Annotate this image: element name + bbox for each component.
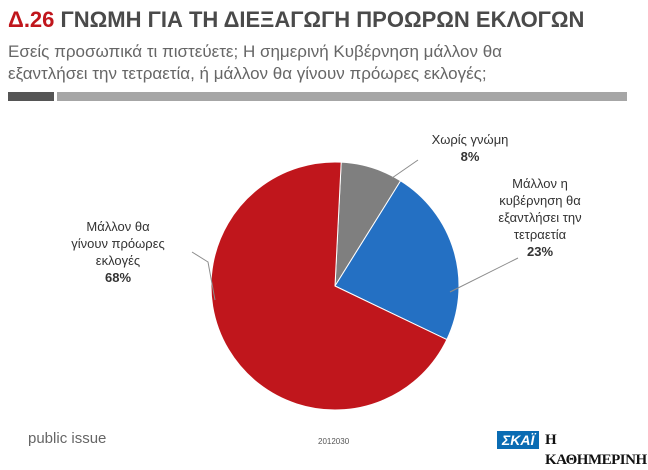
slice-label-government-line-2: κυβέρνηση θα — [499, 193, 581, 208]
title-text: ΓΝΩΜΗ ΓΙΑ ΤΗ ΔΙΕΞΑΓΩΓΗ ΠΡΟΩΡΩΝ ΕΚΛΟΓΩΝ — [60, 7, 585, 32]
slice-label-early-elections: Μάλλον θα γίνουν πρόωρες εκλογές 68% — [48, 218, 188, 286]
slice-label-no-opinion: Χωρίς γνώμη 8% — [410, 131, 530, 165]
subtitle-line-2: εξαντλήσει την τετραετία, ή μάλλον θα γί… — [8, 64, 487, 83]
subtitle: Εσείς προσωπικά τι πιστεύετε; Η σημερινή… — [8, 41, 628, 85]
kathimerini-logo: Η ΚΑΘΗΜΕΡΙΝΗ — [545, 432, 647, 468]
slice-label-government: Μάλλον η κυβέρνηση θα εξαντλήσει την τετ… — [465, 175, 615, 260]
slice-label-early-elections-line-2: γίνουν πρόωρες — [71, 236, 165, 251]
section-number: Δ.26 — [8, 7, 55, 32]
leader-line-government — [449, 257, 519, 293]
report-code: 2012030 — [318, 437, 350, 446]
skai-logo: ΣΚΑΪ — [497, 431, 540, 449]
brand-public-issue: public issue — [28, 430, 107, 447]
pie-slice-early-elections — [210, 161, 448, 411]
slice-label-government-line-1: Μάλλον η — [512, 176, 568, 191]
slice-label-government-line-3: εξαντλήσει την — [498, 210, 582, 225]
leader-line-early-elections — [191, 251, 216, 301]
slice-label-early-elections-line-1: Μάλλον θα — [86, 219, 150, 234]
slice-value-government: 23% — [526, 244, 554, 259]
slice-label-government-line-4: τετραετία — [513, 227, 567, 242]
leader-line-no-opinion — [391, 159, 419, 179]
header-rule-dark — [8, 92, 54, 101]
slice-label-no-opinion-text: Χωρίς γνώμη — [431, 132, 509, 147]
slice-value-early-elections: 68% — [104, 270, 132, 285]
subtitle-line-1: Εσείς προσωπικά τι πιστεύετε; Η σημερινή… — [8, 42, 503, 61]
page-title: Δ.26 ΓΝΩΜΗ ΓΙΑ ΤΗ ΔΙΕΞΑΓΩΓΗ ΠΡΟΩΡΩΝ ΕΚΛΟ… — [8, 7, 584, 33]
pie-slice-government — [334, 180, 460, 341]
header-rule-light — [57, 92, 627, 101]
slice-label-early-elections-line-3: εκλογές — [95, 253, 141, 268]
slice-value-no-opinion: 8% — [460, 149, 480, 164]
